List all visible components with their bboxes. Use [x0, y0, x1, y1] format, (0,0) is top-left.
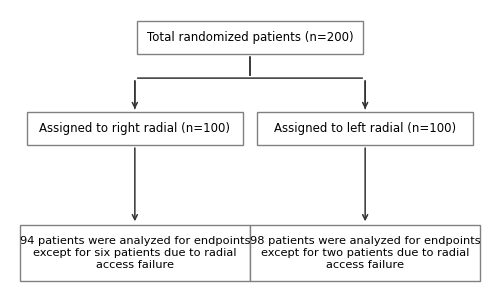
- Text: 94 patients were analyzed for endpoints
except for six patients due to radial
ac: 94 patients were analyzed for endpoints …: [20, 236, 250, 270]
- FancyBboxPatch shape: [27, 112, 242, 145]
- FancyBboxPatch shape: [250, 225, 480, 281]
- FancyBboxPatch shape: [258, 112, 473, 145]
- FancyBboxPatch shape: [20, 225, 250, 281]
- Text: 98 patients were analyzed for endpoints
except for two patients due to radial
ac: 98 patients were analyzed for endpoints …: [250, 236, 480, 270]
- FancyBboxPatch shape: [138, 21, 362, 54]
- Text: Assigned to right radial (n=100): Assigned to right radial (n=100): [40, 122, 230, 135]
- Text: Total randomized patients (n=200): Total randomized patients (n=200): [146, 31, 354, 44]
- Text: Assigned to left radial (n=100): Assigned to left radial (n=100): [274, 122, 456, 135]
